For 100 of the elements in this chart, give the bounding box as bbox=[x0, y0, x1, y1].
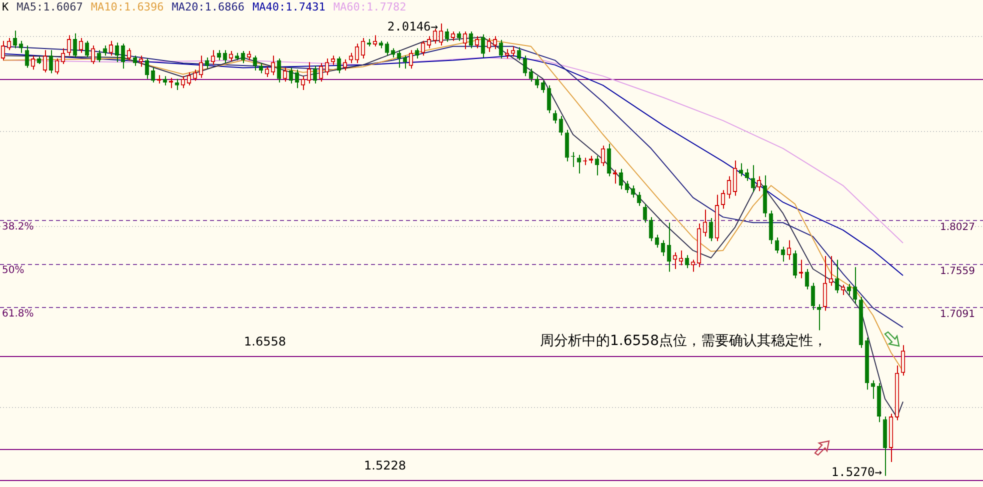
candlestick bbox=[810, 282, 816, 310]
candlestick bbox=[192, 69, 198, 82]
candlestick bbox=[510, 46, 516, 58]
candlestick bbox=[186, 72, 192, 86]
candlestick bbox=[54, 58, 60, 75]
candlestick bbox=[306, 62, 312, 84]
candlestick bbox=[756, 176, 762, 192]
candlestick bbox=[480, 34, 486, 58]
candlestick bbox=[204, 57, 210, 70]
annotation: 2.0146→ bbox=[387, 20, 438, 34]
candlestick bbox=[210, 50, 216, 66]
candlestick bbox=[846, 283, 852, 296]
candlestick bbox=[732, 160, 738, 196]
ref-line-label: 1.8027 bbox=[940, 222, 975, 234]
candlestick bbox=[834, 259, 840, 294]
candlestick bbox=[336, 56, 342, 74]
candlestick bbox=[642, 204, 648, 224]
candlestick bbox=[420, 40, 426, 56]
candlestick bbox=[624, 180, 630, 194]
candlestick bbox=[600, 145, 606, 167]
candlestick bbox=[744, 168, 750, 182]
text: MA5:1.6067 bbox=[16, 0, 83, 14]
candlestick bbox=[426, 36, 432, 49]
candlestick bbox=[342, 58, 348, 71]
candlestick bbox=[48, 50, 54, 74]
candlestick bbox=[786, 240, 792, 260]
candlestick bbox=[468, 31, 474, 49]
candlestick bbox=[552, 110, 558, 124]
candlestick bbox=[660, 240, 666, 257]
candlestick bbox=[546, 84, 552, 114]
candlestick bbox=[780, 246, 786, 262]
candlestick bbox=[270, 55, 276, 76]
candlestick bbox=[120, 43, 126, 70]
candlestick bbox=[666, 222, 672, 272]
candlestick bbox=[300, 76, 306, 90]
ref-line-label: 1.7091 bbox=[940, 309, 975, 320]
candlestick bbox=[816, 304, 822, 331]
candlestick bbox=[222, 50, 228, 64]
candlestick bbox=[396, 50, 402, 68]
candlestick bbox=[72, 32, 78, 58]
annotation: 周分析中的1.6558点位，需要确认其稳定性， bbox=[540, 333, 827, 349]
candlestick bbox=[264, 66, 270, 78]
candlestick bbox=[594, 155, 600, 176]
annotation: 50% bbox=[2, 265, 24, 276]
candlestick bbox=[30, 55, 36, 70]
candlestick bbox=[312, 65, 318, 84]
candlestick bbox=[576, 154, 582, 174]
text: MA60:1.7782 bbox=[333, 0, 406, 14]
candlestick bbox=[654, 234, 660, 248]
candlestick bbox=[528, 68, 534, 82]
candlestick bbox=[126, 48, 132, 61]
candlestick bbox=[708, 217, 714, 242]
annotation: 38.2% bbox=[2, 222, 34, 233]
candlestick bbox=[690, 259, 696, 272]
candlestick bbox=[414, 48, 420, 59]
candlestick bbox=[648, 216, 654, 242]
candlestick bbox=[102, 44, 108, 56]
candlestick bbox=[522, 55, 528, 77]
text: MA10:1.6396 bbox=[90, 0, 164, 14]
text: MA40:1.7431 bbox=[252, 0, 326, 14]
candlestick bbox=[492, 36, 498, 50]
candlestick bbox=[750, 164, 756, 193]
candlestick bbox=[108, 40, 114, 56]
candlestick bbox=[900, 344, 906, 376]
candlestick bbox=[822, 256, 828, 312]
candlestick bbox=[324, 58, 330, 76]
candlestick bbox=[0, 40, 6, 61]
candlestick bbox=[252, 55, 258, 71]
candlestick bbox=[870, 380, 876, 400]
candlestick bbox=[174, 78, 180, 90]
candlestick bbox=[12, 30, 18, 49]
candlestick bbox=[240, 50, 246, 64]
legend-title: K bbox=[2, 0, 9, 14]
candlestick bbox=[408, 50, 414, 70]
candlestick bbox=[282, 67, 288, 82]
candlestick bbox=[132, 55, 138, 66]
ref-line-label: 1.7559 bbox=[940, 266, 975, 278]
candlestick bbox=[852, 266, 858, 304]
candlestick bbox=[726, 176, 732, 200]
candlestick bbox=[558, 115, 564, 136]
text: MA20:1.6866 bbox=[172, 0, 245, 14]
candlestick bbox=[318, 62, 324, 82]
candlestick bbox=[840, 284, 846, 296]
candlestick bbox=[516, 46, 522, 61]
candlestick bbox=[792, 250, 798, 279]
candlestick bbox=[534, 76, 540, 89]
candlestick bbox=[354, 43, 360, 64]
annotation: 1.5270→ bbox=[831, 464, 882, 479]
annotation: 61.8% bbox=[2, 308, 34, 320]
candlestick bbox=[540, 80, 546, 94]
candlestick bbox=[24, 44, 30, 68]
candlestick bbox=[474, 36, 480, 49]
candlestick bbox=[96, 50, 102, 63]
candlestick bbox=[630, 185, 636, 198]
ref-line-label: 1.6558 bbox=[244, 334, 286, 349]
candlestick bbox=[618, 168, 624, 190]
candlestick bbox=[444, 28, 450, 42]
candlestick bbox=[66, 34, 72, 56]
candlestick bbox=[606, 143, 612, 177]
candlestick bbox=[180, 76, 186, 89]
